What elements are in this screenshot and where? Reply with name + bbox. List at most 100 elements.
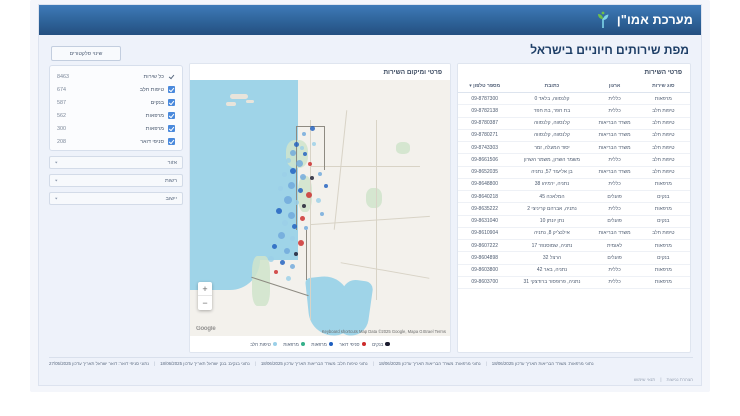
- map-marker[interactable]: [274, 270, 278, 274]
- map-marker[interactable]: [290, 264, 295, 269]
- island-small-2: [246, 100, 254, 103]
- cell-service-type: בנקים: [636, 215, 690, 228]
- checkbox-icon[interactable]: [168, 125, 175, 132]
- map-marker[interactable]: [290, 236, 295, 241]
- map-marker[interactable]: [294, 200, 299, 205]
- map-canvas[interactable]: + − Google Keyboard shortcuts Map Data ©…: [190, 80, 450, 336]
- map-marker[interactable]: [302, 204, 306, 208]
- map-marker[interactable]: [278, 186, 283, 191]
- map-marker[interactable]: [268, 256, 274, 262]
- cell-phone: 09-8604898: [458, 251, 512, 265]
- locality-select[interactable]: יישוב ▾: [49, 192, 183, 205]
- table-row[interactable]: מרפאות כללית נתניה, ירמיהו 38 09-8648800: [458, 178, 690, 192]
- cell-phone: 09-8780271: [458, 129, 512, 143]
- map-marker[interactable]: [300, 174, 306, 180]
- cell-service-type: מרפאות: [636, 178, 690, 192]
- filter-item-all[interactable]: כל שירות 8463: [55, 70, 177, 83]
- table-row[interactable]: בנקים פועלים הרצל 32 09-8604898: [458, 251, 690, 265]
- map-zoom-controls[interactable]: + −: [198, 282, 212, 310]
- table-row[interactable]: מרפאות לאומית נתניה, שמוסנפר 17 09-86072…: [458, 239, 690, 253]
- toggle-filters-button[interactable]: שינוי סלקטורים: [51, 46, 121, 61]
- column-header-organization[interactable]: ארגון: [592, 80, 637, 93]
- zoom-out-button[interactable]: −: [202, 298, 208, 308]
- map-marker[interactable]: [286, 158, 291, 163]
- column-header-address[interactable]: כתובת: [511, 80, 593, 93]
- map-marker[interactable]: [284, 196, 292, 204]
- map-marker[interactable]: [316, 198, 321, 203]
- status-source-post: נתוני סניפי דואר: דואר ישראל תאריך עדכון…: [49, 361, 149, 366]
- map-marker[interactable]: [290, 168, 296, 174]
- checkbox-icon[interactable]: [168, 86, 175, 93]
- map-marker[interactable]: [286, 276, 291, 281]
- filter-count: 587: [57, 99, 66, 106]
- filter-item-tipat-halav[interactable]: טיפות חלב 674: [55, 83, 177, 96]
- map-marker[interactable]: [302, 132, 306, 136]
- map-marker[interactable]: [278, 232, 285, 239]
- map-marker[interactable]: [284, 248, 290, 254]
- table-row[interactable]: מרפאות כללית נתניה, אברהם קריניצי 2 09-8…: [458, 202, 690, 216]
- map-marker[interactable]: [292, 224, 297, 229]
- checkbox-icon[interactable]: [168, 112, 175, 119]
- map-marker[interactable]: [296, 160, 303, 167]
- map-marker[interactable]: [318, 172, 322, 176]
- table-row[interactable]: טיפות חלב משרד הבריאות בן אליעזר 57, נתנ…: [458, 166, 690, 179]
- map-marker[interactable]: [300, 216, 305, 221]
- map-marker[interactable]: [282, 172, 287, 177]
- data-sources-statusbar: נתוני מרפאות: משרד הבריאות תאריך עדכון 1…: [49, 357, 693, 366]
- map-marker[interactable]: [282, 220, 288, 226]
- cell-service-type: מרפאות: [636, 264, 690, 277]
- column-header-phone[interactable]: מספר טלפון ▾: [458, 80, 512, 93]
- map-marker[interactable]: [294, 252, 298, 256]
- region-select[interactable]: אזור ▾: [49, 156, 183, 169]
- cell-address: בת חפר, בת חפר: [511, 104, 593, 118]
- map-marker[interactable]: [290, 150, 296, 156]
- map-marker[interactable]: [304, 226, 308, 230]
- map-marker[interactable]: [288, 212, 295, 219]
- table-row[interactable]: בנקים פועלים נתן יונתן 10 09-8631040: [458, 215, 690, 228]
- map-marker[interactable]: [272, 244, 277, 249]
- zoom-in-button[interactable]: +: [198, 282, 212, 296]
- map-marker[interactable]: [280, 260, 285, 265]
- map-marker[interactable]: [298, 188, 303, 193]
- map-marker[interactable]: [324, 184, 328, 188]
- filter-item-clinics-1[interactable]: מרפאות 562: [55, 109, 177, 122]
- cell-phone: 09-8648800: [458, 178, 512, 192]
- map-marker[interactable]: [312, 142, 316, 146]
- map-marker[interactable]: [276, 208, 282, 214]
- island-small: [226, 102, 236, 106]
- column-header-service-type[interactable]: סוג שירות: [636, 80, 690, 93]
- map-marker[interactable]: [310, 176, 314, 180]
- map-marker[interactable]: [294, 142, 299, 147]
- table-row[interactable]: טיפות חלב משרד הבריאות קלנסווה, קלנסווה …: [458, 129, 690, 143]
- map-marker[interactable]: [308, 162, 312, 166]
- map-marker[interactable]: [288, 182, 295, 189]
- legend-item-banks: בנקים: [372, 342, 390, 347]
- table-row[interactable]: טיפות חלב כללית משמר השרון, משמר השרון 0…: [458, 153, 690, 167]
- authority-select[interactable]: רשות ▾: [49, 174, 183, 187]
- map-marker[interactable]: [303, 152, 307, 156]
- footer-link-terms[interactable]: תנאי שימוש: [633, 377, 656, 382]
- cell-organization: פועלים: [592, 190, 637, 204]
- map-marker[interactable]: [300, 146, 304, 150]
- table-row[interactable]: טיפות חלב משרד הבריאות קלנסווה, קלנסווה …: [458, 117, 690, 130]
- map-marker[interactable]: [320, 212, 324, 216]
- table-row[interactable]: מרפאות כללית נתניה, פרופסור ברודצקי 31 0…: [458, 276, 690, 290]
- table-row[interactable]: מרפאות כללית נתניה, באר 42 09-8603800: [458, 264, 690, 277]
- map-marker[interactable]: [298, 240, 304, 246]
- table-row[interactable]: בנקים פועלים המלאכה 45 09-8640218: [458, 190, 690, 204]
- table-row[interactable]: טיפות חלב משרד הבריאות יסוד המעלה, זמר 0…: [458, 141, 690, 155]
- table-row[interactable]: טיפות חלב כללית בת חפר, בת חפר 09-878213…: [458, 104, 690, 118]
- table-row[interactable]: מרפאות כללית קלנסווה, בלאד 0 09-8787300: [458, 92, 690, 106]
- legend-item-tipat-halav: טיפות חלב: [250, 342, 278, 347]
- footer-link-accessibility[interactable]: הצהרת נגישות: [666, 377, 693, 382]
- filter-item-clinics-2[interactable]: מרפאות 300: [55, 122, 177, 135]
- cell-service-type: טיפות חלב: [636, 141, 690, 155]
- checkbox-icon[interactable]: [168, 99, 175, 106]
- status-separator: |: [372, 361, 374, 366]
- filter-item-banks[interactable]: בנקים 587: [55, 96, 177, 109]
- map-marker[interactable]: [306, 192, 312, 198]
- table-row[interactable]: טיפות חלב משרד הבריאות אילנצ'יק 8, נתניה…: [458, 227, 690, 241]
- checkbox-icon[interactable]: [168, 138, 175, 145]
- filter-item-post-offices[interactable]: סניפי דואר 208: [55, 135, 177, 148]
- map-marker[interactable]: [310, 126, 315, 131]
